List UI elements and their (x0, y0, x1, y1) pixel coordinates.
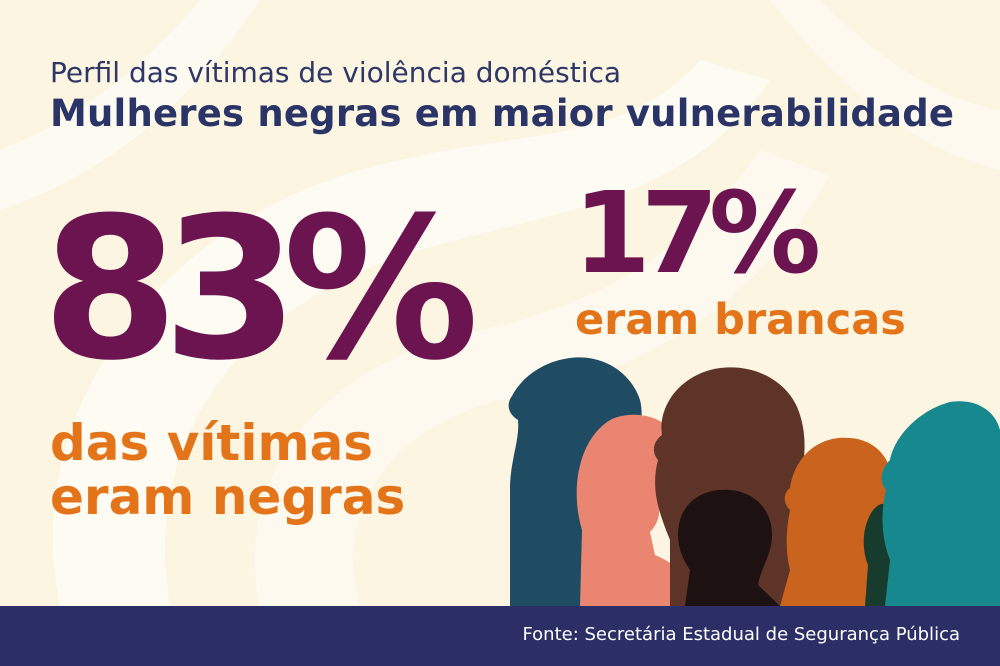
stat-black-label-line1: das vítimas (50, 414, 374, 472)
stat-black-label-line2: eram negras (50, 468, 406, 526)
stat-white-value: 17% (573, 169, 821, 299)
source-credit: Fonte: Secretária Estadual de Segurança … (522, 624, 960, 645)
footer-bar: Fonte: Secretária Estadual de Segurança … (0, 606, 1000, 666)
stat-white-label: eram brancas (575, 295, 906, 345)
women-silhouettes-illustration (508, 357, 1000, 606)
silhouette-orange (780, 437, 895, 606)
silhouette-teal (881, 401, 1000, 606)
stat-black-label: das vítimas eram negras (50, 416, 405, 524)
stat-black-value: 83% (42, 176, 479, 404)
subtitle: Perfil das vítimas de violência doméstic… (50, 56, 622, 89)
page-title: Mulheres negras em maior vulnerabilidade (50, 92, 955, 135)
silhouette-pink (576, 414, 700, 606)
silhouette-black (678, 489, 780, 606)
